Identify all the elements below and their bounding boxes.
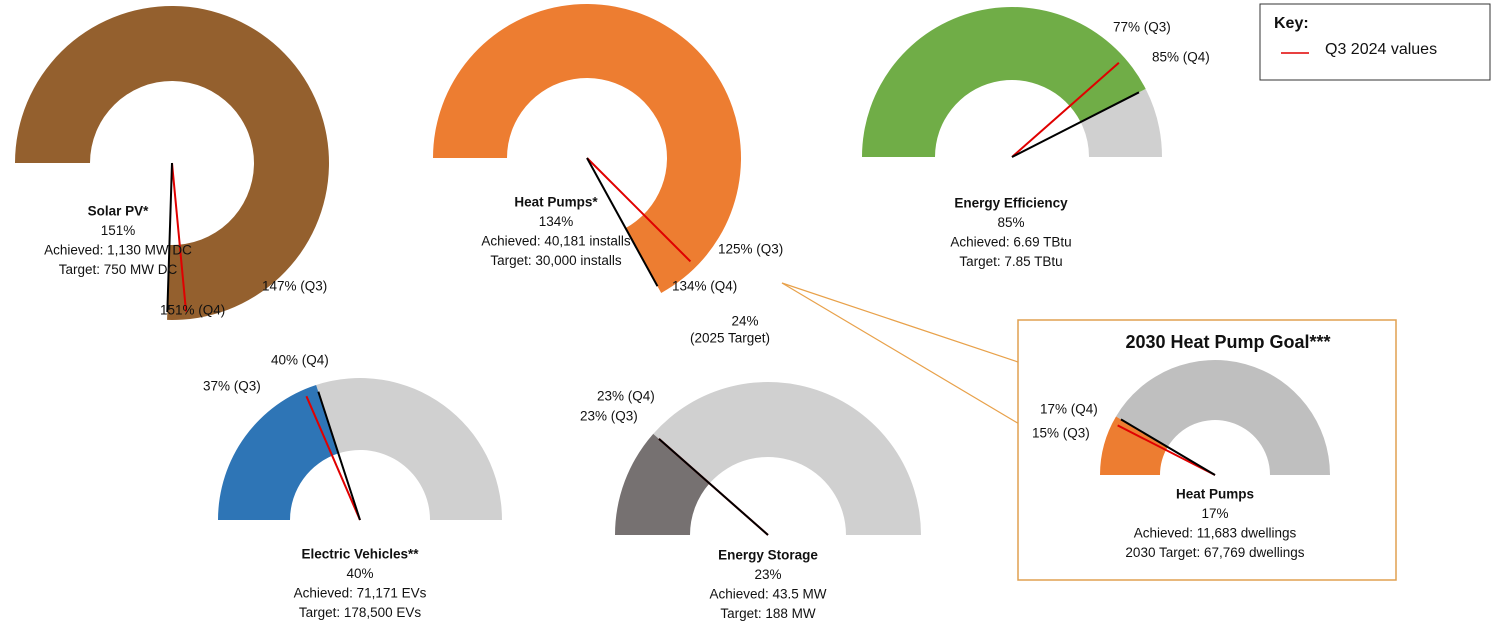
gauge-track: [653, 382, 921, 535]
inset-box: [1017, 319, 1397, 581]
needle: [1120, 418, 1216, 476]
marker-label: 37% (Q3): [203, 379, 261, 394]
marker-label: 125% (Q3): [718, 242, 783, 257]
gauge-title: Energy Storage: [718, 548, 818, 563]
gauge-title: Energy Efficiency: [954, 196, 1068, 211]
achieved-label: Achieved: 43.5 MW: [709, 587, 826, 602]
target-label: 2030 Target: 67,769 dwellings: [1125, 545, 1304, 560]
achieved-label: Achieved: 1,130 MW DC: [44, 243, 192, 258]
gauge-value: 85%: [997, 215, 1024, 230]
achieved-label: Achieved: 40,181 installs: [481, 234, 631, 249]
needle: [317, 391, 361, 521]
gauge-arc: [15, 5, 329, 320]
needle: [1011, 62, 1120, 158]
gauge-arc: [218, 384, 339, 520]
gauge-arc: [1100, 416, 1168, 475]
marker-label: 23% (Q3): [580, 409, 638, 424]
gauge-title: Solar PV*: [88, 204, 150, 219]
marker-label: 23% (Q4): [597, 389, 655, 404]
marker-label: 147% (Q3): [262, 279, 327, 294]
target-label: Target: 30,000 installs: [490, 253, 622, 268]
needle: [1117, 424, 1216, 476]
needle: [166, 162, 173, 313]
marker-label: 40% (Q4): [271, 353, 329, 368]
marker-label: 77% (Q3): [1113, 20, 1171, 35]
gauge-title: Electric Vehicles**: [301, 547, 419, 562]
gauge-value: 17%: [1201, 506, 1228, 521]
gauge-arc: [433, 3, 742, 293]
gauge-value: 151%: [101, 223, 136, 238]
achieved-label: Achieved: 71,171 EVs: [294, 586, 427, 601]
gauge-value: 40%: [346, 566, 373, 581]
needle: [305, 395, 361, 521]
marker-label: 85% (Q4): [1152, 50, 1210, 65]
needle: [586, 157, 692, 263]
key-label: Q3 2024 values: [1325, 41, 1437, 58]
marker-label: 151% (Q4): [160, 303, 225, 318]
inset-title: 2030 Heat Pump Goal***: [1125, 332, 1330, 352]
marker-label: 134% (Q4): [672, 279, 737, 294]
target-label: Target: 7.85 TBtu: [959, 254, 1062, 269]
target-label: Target: 178,500 EVs: [299, 605, 422, 620]
target-label: Target: 750 MW DC: [59, 262, 178, 277]
gauge-title: Heat Pumps: [1176, 487, 1254, 502]
gauge-track: [1116, 359, 1330, 475]
gauge-track: [1080, 88, 1162, 157]
target-label: Target: 188 MW: [720, 606, 816, 621]
connector: [781, 282, 1019, 363]
needle: [171, 162, 188, 312]
annotation: (2025 Target): [690, 331, 770, 346]
gauge-arc: [615, 433, 710, 535]
key-title: Key:: [1274, 15, 1309, 32]
gauge-title: Heat Pumps*: [514, 195, 598, 210]
marker-label: 15% (Q3): [1032, 426, 1090, 441]
gauge-track: [316, 378, 502, 520]
needle: [1011, 91, 1140, 158]
achieved-label: Achieved: 6.69 TBtu: [950, 235, 1071, 250]
gauge-arc: [862, 7, 1146, 157]
annotation: 24%: [731, 314, 758, 329]
needle: [658, 438, 769, 536]
needle: [586, 157, 659, 287]
achieved-label: Achieved: 11,683 dwellings: [1134, 526, 1297, 541]
key-box: [1259, 3, 1491, 81]
gauge-value: 134%: [539, 214, 574, 229]
gauge-value: 23%: [754, 567, 781, 582]
marker-label: 17% (Q4): [1040, 402, 1098, 417]
